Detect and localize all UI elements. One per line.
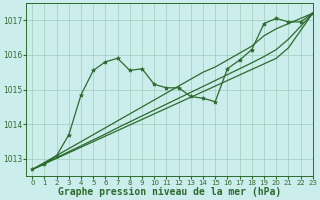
X-axis label: Graphe pression niveau de la mer (hPa): Graphe pression niveau de la mer (hPa): [58, 187, 281, 197]
